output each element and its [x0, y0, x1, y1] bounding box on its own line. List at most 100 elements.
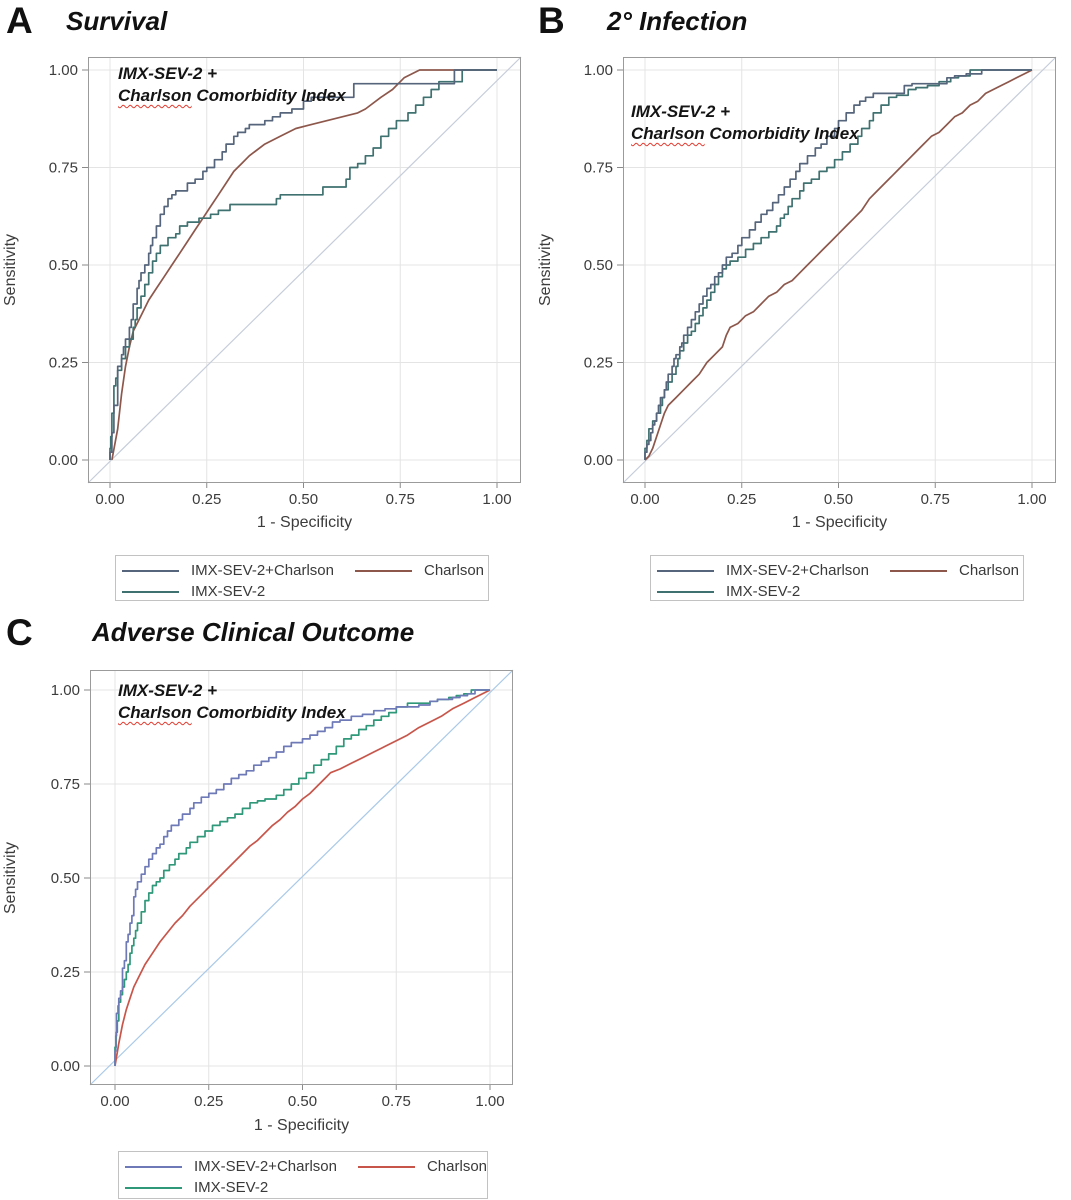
panel-c-letter: C	[6, 612, 33, 653]
x-tick-label: 0.50	[288, 1093, 317, 1110]
y-tick-label: 0.25	[584, 355, 613, 372]
panel-a-x-axis-label: 1 - Specificity	[256, 514, 353, 531]
legend-line-sample	[355, 569, 412, 572]
x-tick-label: 0.75	[921, 491, 950, 508]
legend-entry-charlson: Charlson	[890, 562, 1019, 579]
panel-b-x-axis-label: 1 - Specificity	[791, 514, 888, 531]
legend-entry-imx: IMX-SEV-2	[657, 583, 890, 600]
y-tick-label: 0.00	[49, 452, 78, 469]
x-tick-label: 0.50	[824, 491, 853, 508]
plot-border	[623, 57, 1056, 483]
diagonal-reference-line	[89, 669, 514, 1086]
legend-row: IMX-SEV-2+Charlson Charlson	[657, 560, 1023, 581]
panel-b-annotation: IMX-SEV-2 + Charlson Comorbidity Index	[631, 101, 859, 145]
legend-label: Charlson	[424, 562, 485, 579]
roc-curve-imx-sev-2-charlson	[109, 69, 497, 460]
legend-line-sample	[122, 569, 179, 572]
y-tick-label: 0.75	[49, 160, 78, 177]
annotation-line2-rest: Comorbidity Index	[191, 703, 346, 722]
roc-curve-imx-sev-2-charlson	[114, 689, 490, 1066]
y-tick-label: 0.50	[49, 257, 78, 274]
legend-line-sample	[357, 1165, 415, 1168]
diagonal-reference-line	[87, 56, 522, 484]
x-tick-label: 0.25	[727, 491, 756, 508]
x-tick-label: 0.00	[100, 1093, 129, 1110]
annotation-line1: IMX-SEV-2 +	[118, 681, 218, 700]
roc-curve-imx-sev-2	[109, 69, 497, 460]
legend-entry-combined: IMX-SEV-2+Charlson	[125, 1158, 358, 1175]
y-tick-label: 0.75	[51, 776, 80, 793]
roc-curve-charlson	[111, 69, 497, 461]
panel-a-y-axis-label: Sensitivity	[2, 233, 19, 307]
y-tick-label: 0.25	[51, 964, 80, 981]
panel-c-title: Adverse Clinical Outcome	[92, 617, 415, 647]
legend-line-sample	[122, 590, 179, 593]
legend-label: IMX-SEV-2+Charlson	[726, 562, 869, 579]
panel-b-letter: B	[538, 0, 565, 41]
panel-c-x-axis-label: 1 - Specificity	[253, 1117, 350, 1134]
legend-line-sample	[657, 569, 714, 572]
roc-curve-imx-sev-2-charlson	[644, 69, 1032, 460]
y-tick-label: 0.00	[51, 1058, 80, 1075]
legend-entry-charlson: Charlson	[357, 1158, 487, 1175]
x-tick-label: 1.00	[482, 491, 511, 508]
x-tick-label: 0.25	[192, 491, 221, 508]
annotation-line1: IMX-SEV-2 +	[631, 102, 731, 121]
panel-c-y-axis-label: Sensitivity	[2, 841, 19, 914]
annotation-line2-rest: Comorbidity Index	[191, 86, 346, 105]
x-tick-label: 0.00	[630, 491, 659, 508]
legend-label: IMX-SEV-2	[194, 1179, 269, 1196]
legend-row: IMX-SEV-2+Charlson Charlson	[125, 1156, 487, 1177]
x-tick-label: 0.25	[194, 1093, 223, 1110]
legend-line-sample	[657, 590, 714, 593]
legend-line-sample	[125, 1165, 182, 1168]
legend-row: IMX-SEV-2	[657, 581, 1023, 602]
legend-label: Charlson	[426, 1158, 487, 1175]
legend-entry-charlson: Charlson	[355, 562, 484, 579]
annotation-line2-rest: Comorbidity Index	[704, 124, 859, 143]
panel-a-legend: IMX-SEV-2+Charlson Charlson IMX-SEV-2	[115, 555, 489, 601]
roc-curve-charlson	[644, 69, 1033, 461]
x-tick-label: 0.75	[382, 1093, 411, 1110]
x-tick-label: 1.00	[475, 1093, 504, 1110]
panel-b-title: 2° Infection	[607, 6, 748, 36]
legend-label: IMX-SEV-2+Charlson	[191, 562, 334, 579]
panel-a-annotation: IMX-SEV-2 + Charlson Comorbidity Index	[118, 63, 346, 107]
panel-a-roc-chart: 0.00 0.00 0.25 0.25 0.50 0.50 0.75 0.75 1.00 1.00	[49, 56, 522, 508]
panel-b-y-axis-label: Sensitivity	[537, 233, 554, 307]
annotation-flagged-word: Charlson	[118, 703, 192, 722]
annotation-flagged-word: Charlson	[118, 86, 192, 105]
panel-b-legend: IMX-SEV-2+Charlson Charlson IMX-SEV-2	[650, 555, 1024, 601]
y-tick-label: 1.00	[51, 682, 80, 699]
y-tick-label: 0.50	[51, 870, 80, 887]
legend-line-sample	[125, 1186, 182, 1189]
legend-entry-imx: IMX-SEV-2	[122, 583, 355, 600]
plot-border	[90, 670, 513, 1085]
panel-b-plot: 0.00 0.00 0.25 0.25 0.50 0.50 0.75 0.75 1.00 1.00…	[584, 56, 1057, 508]
legend-label: Charlson	[959, 562, 1020, 579]
panel-a-plot: 0.00 0.00 0.25 0.25 0.50 0.50 0.75 0.75 1.00 1.00…	[49, 56, 522, 508]
roc-curve-imx-sev-2	[644, 69, 1032, 460]
roc-curve-charlson	[114, 689, 491, 1067]
annotation-flagged-word: Charlson	[631, 124, 705, 143]
x-tick-label: 0.50	[289, 491, 318, 508]
legend-label: IMX-SEV-2+Charlson	[194, 1158, 337, 1175]
legend-label: IMX-SEV-2	[191, 583, 266, 600]
x-tick-label: 1.00	[1017, 491, 1046, 508]
y-tick-label: 0.50	[584, 257, 613, 274]
panel-b-roc-chart: 0.00 0.00 0.25 0.25 0.50 0.50 0.75 0.75 1.00 1.00	[584, 56, 1057, 508]
legend-row: IMX-SEV-2+Charlson Charlson	[122, 560, 488, 581]
x-tick-label: 0.75	[386, 491, 415, 508]
x-tick-label: 0.00	[95, 491, 124, 508]
panel-c-plot: 0.00 0.00 0.25 0.25 0.50 0.50 0.75 0.75 1.00 1.00…	[51, 669, 514, 1110]
legend-entry-combined: IMX-SEV-2+Charlson	[122, 562, 355, 579]
y-tick-label: 0.75	[584, 160, 613, 177]
panel-a-title: Survival	[66, 6, 168, 36]
legend-entry-imx: IMX-SEV-2	[125, 1179, 358, 1196]
legend-row: IMX-SEV-2	[125, 1177, 487, 1198]
y-tick-label: 1.00	[584, 62, 613, 79]
y-tick-label: 0.00	[584, 452, 613, 469]
annotation-line1: IMX-SEV-2 +	[118, 64, 218, 83]
legend-line-sample	[890, 569, 947, 572]
